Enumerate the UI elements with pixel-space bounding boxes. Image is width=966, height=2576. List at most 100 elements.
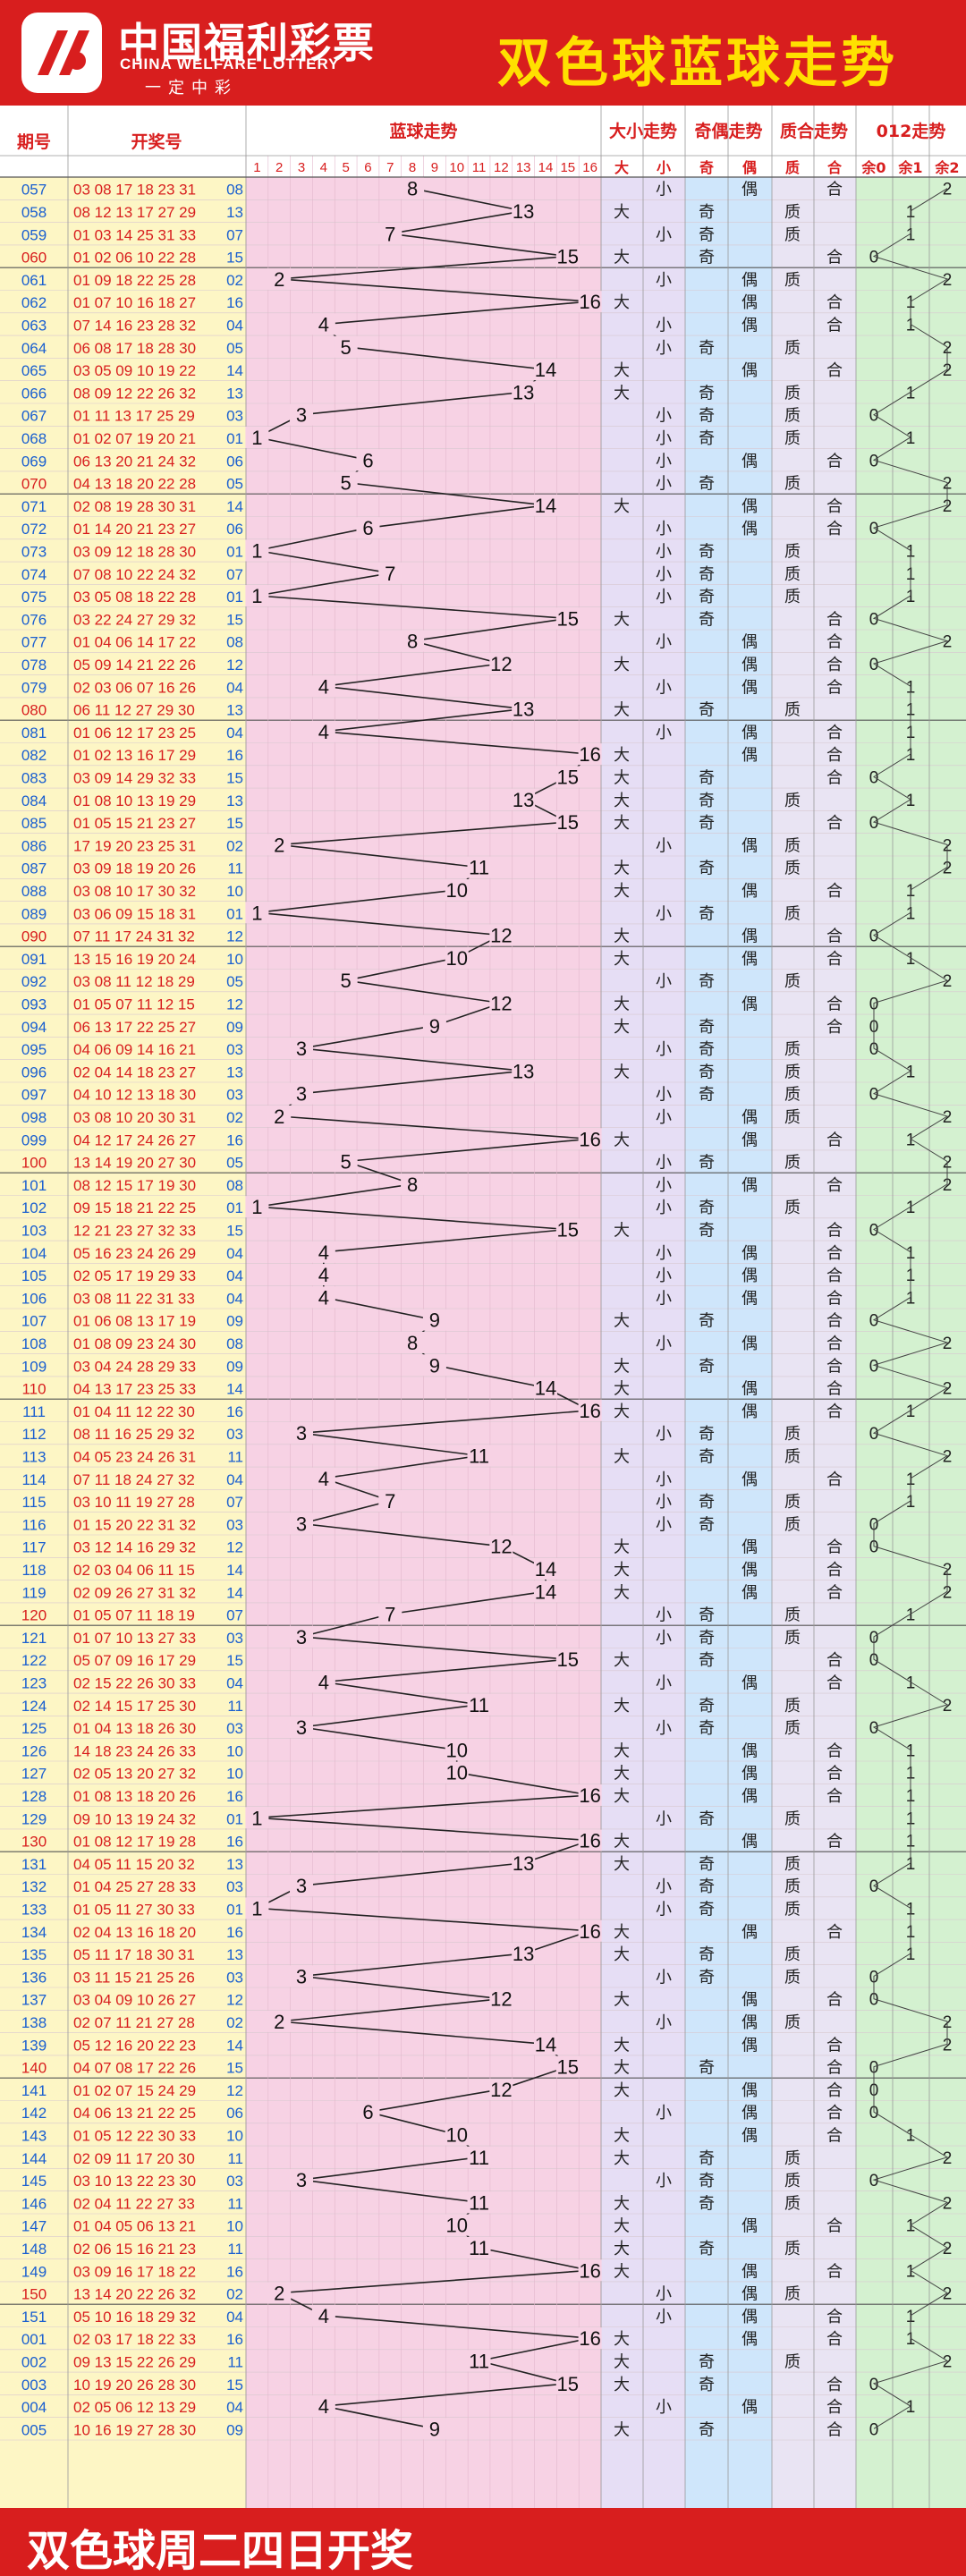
parity-cell: 偶: [741, 2262, 758, 2281]
size-cell: 小: [656, 1199, 672, 1217]
mod3-trend-line: [872, 188, 949, 2429]
blue-point-bg: [311, 1467, 335, 1489]
period-cell: 071: [21, 498, 47, 515]
blue-point-label: 16: [579, 1784, 600, 1807]
size-cell: 大: [614, 1357, 630, 1376]
size-cell: 大: [614, 249, 630, 267]
blue-ball-cell: 15: [226, 2377, 243, 2394]
red-balls-cell: 02 03 06 07 16 26: [73, 679, 196, 696]
parity-cell: 奇: [699, 1086, 715, 1105]
blue-ball-cell: 15: [226, 815, 243, 832]
blue-point-bg: [512, 788, 536, 810]
blue-point-label: 14: [535, 1558, 556, 1580]
blue-point-bg: [578, 1128, 602, 1150]
parity-cell: 偶: [741, 2330, 758, 2349]
blue-ball-cell: 15: [226, 250, 243, 267]
size-cell: 小: [656, 1719, 672, 1738]
size-cell: 大: [614, 2217, 630, 2236]
mod3-cell: 1: [906, 2217, 916, 2236]
prime-cell: 质: [784, 1086, 801, 1105]
lottery-logo-icon: [21, 13, 102, 93]
blue-ball-cell: 05: [226, 1155, 243, 1172]
period-cell: 060: [21, 250, 47, 267]
mod3-cell: 1: [906, 225, 916, 244]
size-cell: 小: [656, 181, 672, 199]
size-cell: 小: [656, 1108, 672, 1127]
mod3-cell: 1: [906, 1131, 916, 1149]
size-cell: 大: [614, 2420, 630, 2439]
blue-point-bg: [290, 2169, 314, 2191]
blue-ball-cell: 05: [226, 476, 243, 493]
period-cell: 100: [21, 1155, 47, 1172]
blue-point-bg: [356, 2101, 380, 2123]
red-balls-cell: 01 05 12 22 30 33: [73, 2127, 196, 2144]
blue-point-label: 12: [490, 992, 512, 1014]
prime-cell: 质: [784, 2352, 801, 2371]
blue-point-label: 4: [318, 1671, 329, 1693]
parity-cell: 奇: [699, 1063, 715, 1081]
prime-cell: 质: [784, 2194, 801, 2213]
col-header-parity-trend: 奇偶走势: [694, 121, 762, 141]
size-cell: 小: [656, 565, 672, 584]
blue-point-bg: [533, 1580, 557, 1603]
period-cell: 096: [21, 1063, 47, 1080]
mod3-cell: 1: [906, 904, 916, 923]
parity-cell: 偶: [741, 2308, 758, 2326]
blue-ball-cell: 14: [226, 1381, 243, 1398]
prime-cell: 质: [784, 339, 801, 358]
red-balls-cell: 02 05 17 19 29 33: [73, 1267, 196, 1284]
period-cell: 141: [21, 2082, 47, 2099]
prime-cell: 质: [784, 588, 801, 606]
size-cell: 大: [614, 203, 630, 222]
col-header-numbers: 开奖号: [131, 131, 182, 152]
mod3-cell: 2: [943, 2352, 953, 2371]
red-balls-cell: 01 14 20 21 23 27: [73, 521, 196, 538]
mod3-cell: 2: [943, 271, 953, 290]
blue-point-bg: [578, 1919, 602, 1942]
parity-cell: 偶: [741, 2013, 758, 2032]
prime-cell: 合: [826, 724, 843, 742]
parity-cell: 奇: [699, 1855, 715, 1874]
prime-cell: 质: [784, 1606, 801, 1625]
mod3-cell: 0: [869, 249, 879, 267]
blue-ball-cell: 12: [226, 1539, 243, 1556]
blue-point-label: 12: [490, 1536, 512, 1558]
red-balls-cell: 06 13 20 21 24 32: [73, 453, 196, 470]
period-cell: 145: [21, 2173, 47, 2190]
mod3-cell: 1: [906, 1199, 916, 1217]
red-balls-cell: 03 22 24 27 29 32: [73, 611, 196, 628]
prime-cell: 合: [826, 746, 843, 765]
parity-cell: 奇: [699, 1877, 715, 1896]
blue-ball-cell: 10: [226, 1742, 243, 1759]
period-cell: 080: [21, 702, 47, 719]
prime-cell: 质: [784, 542, 801, 561]
parity-cell: 奇: [699, 1493, 715, 1512]
size-cell: 小: [656, 1809, 672, 1828]
blue-point-label: 16: [579, 743, 600, 766]
blue-point-label: 11: [469, 857, 489, 879]
parity-cell: 偶: [741, 950, 758, 969]
blue-point-bg: [489, 1987, 513, 2010]
blue-point-label: 16: [579, 2327, 600, 2350]
parity-cell: 偶: [741, 1267, 758, 1285]
header-row-bg: [0, 106, 966, 177]
blue-point-label: 5: [341, 970, 352, 992]
red-balls-cell: 01 11 13 17 25 29: [73, 408, 195, 425]
period-cell: 122: [21, 1652, 47, 1669]
period-cell: 057: [21, 182, 47, 199]
period-cell: 143: [21, 2127, 47, 2144]
blue-point-label: 11: [469, 2147, 489, 2169]
parity-cell: 偶: [741, 1991, 758, 2010]
size-cell: 大: [614, 1447, 630, 1466]
prime-cell: 合: [826, 2081, 843, 2100]
period-cell: 069: [21, 453, 47, 470]
red-balls-cell: 04 05 23 24 26 31: [73, 1448, 196, 1465]
prime-cell: 质: [784, 904, 801, 923]
blue-ball-cell: 11: [227, 1698, 243, 1715]
parity-cell: 奇: [699, 542, 715, 561]
blue-ball-cell: 10: [226, 951, 243, 968]
mod3-cell: 0: [869, 610, 879, 629]
mod3-cell: 1: [906, 2398, 916, 2417]
blue-point-label: 2: [274, 1106, 284, 1128]
blue-point-bg: [578, 2259, 602, 2282]
